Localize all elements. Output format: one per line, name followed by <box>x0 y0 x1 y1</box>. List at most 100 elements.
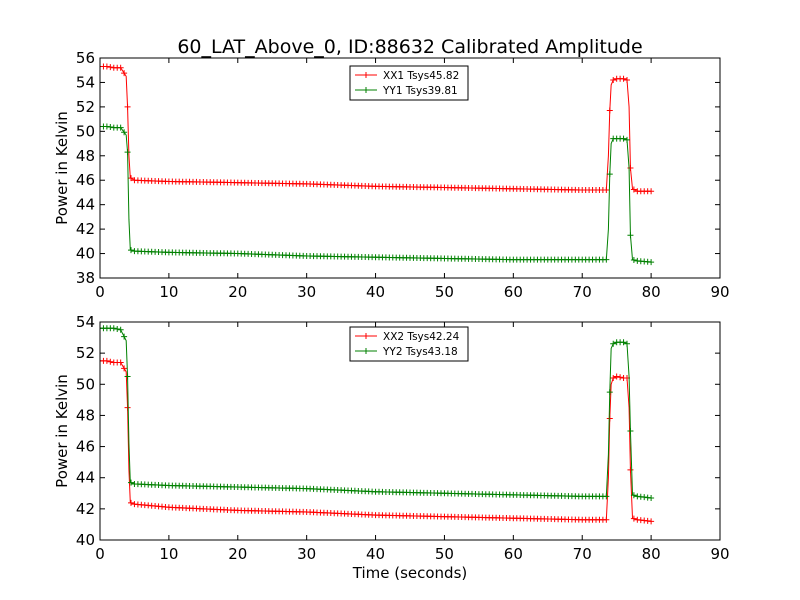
data-point <box>107 124 114 131</box>
legend-box <box>349 326 469 362</box>
data-point <box>620 135 627 142</box>
data-point <box>624 77 630 83</box>
x-tick-label: 60 <box>504 545 523 563</box>
legend-label: XX2 Tsys42.24 <box>383 331 460 343</box>
data-point <box>624 136 630 143</box>
legend-box <box>349 65 469 101</box>
data-point <box>648 259 655 266</box>
data-point <box>110 325 117 332</box>
figure-title: 60_LAT_Above_0, ID:88632 Calibrated Ampl… <box>177 36 642 58</box>
data-point <box>117 359 124 366</box>
x-axis-label: Time (seconds) <box>352 564 468 582</box>
x-tick-label: 20 <box>228 545 247 563</box>
data-point <box>603 187 610 193</box>
x-tick-label: 40 <box>366 545 385 563</box>
data-point <box>603 256 610 263</box>
plot-area <box>100 63 655 266</box>
data-point <box>103 357 110 364</box>
data-point <box>648 188 655 195</box>
axes-frame <box>99 57 721 279</box>
y-tick-label: 48 <box>76 147 95 165</box>
y-tick-label: 52 <box>76 344 95 362</box>
data-point <box>107 358 114 365</box>
data-point <box>103 123 110 130</box>
y-tick-label: 40 <box>76 531 95 549</box>
x-tick-label: 90 <box>710 545 729 563</box>
top-plot: 0 10 20 30 40 50 60 70 80 90 38 40 42 44 46 48 50 52 54 56 P… <box>53 49 730 301</box>
y-axis-label: Power in Kelvin <box>53 111 71 225</box>
data-point <box>606 107 613 114</box>
data-point <box>117 64 124 71</box>
x-tick-label: 70 <box>573 545 592 563</box>
x-tick-label: 40 <box>366 283 385 301</box>
x-tick-label: 80 <box>642 283 661 301</box>
y-tick-label: 40 <box>76 245 95 263</box>
legend-label: YY1 Tsys39.81 <box>382 85 458 97</box>
y-tick-label: 52 <box>76 98 95 116</box>
data-point <box>117 124 124 131</box>
x-tick-label: 70 <box>573 283 592 301</box>
x-tick-label: 30 <box>297 545 316 563</box>
axes-frame <box>99 321 721 541</box>
y-tick-label: 48 <box>76 406 95 424</box>
x-tick-label: 80 <box>642 545 661 563</box>
data-point <box>107 64 114 71</box>
x-tick-label: 10 <box>159 283 178 301</box>
x-tick-label: 20 <box>228 283 247 301</box>
x-tick-label: 0 <box>95 545 105 563</box>
data-point <box>630 257 637 264</box>
legend-marker <box>363 87 369 93</box>
x-tick-label: 60 <box>504 283 523 301</box>
x-tick-label: 30 <box>297 283 316 301</box>
series-markers-xx <box>100 357 655 525</box>
data-point <box>603 493 610 500</box>
y-tick-label: 50 <box>76 375 95 393</box>
legend-label: XX1 Tsys45.82 <box>383 70 459 82</box>
series-markers-yy <box>100 325 655 501</box>
y-tick-label: 38 <box>76 269 95 287</box>
data-point <box>121 129 128 136</box>
data-point <box>128 175 134 182</box>
data-point <box>103 63 110 70</box>
data-point <box>128 247 134 254</box>
data-point <box>627 165 634 171</box>
y-tick-label: 44 <box>76 196 95 214</box>
bottom-plot: 0 10 20 30 40 50 60 70 80 90 40 42 44 46 48 50 52 54 Power… <box>53 313 730 582</box>
data-point <box>128 499 134 506</box>
y-tick-label: 56 <box>76 49 95 67</box>
y-tick-label: 54 <box>76 73 95 91</box>
legend: XX1 Tsys45.82 YY1 Tsys39.81 <box>349 65 469 101</box>
legend: XX2 Tsys42.24 YY2 Tsys43.18 <box>349 326 469 362</box>
y-axis-label: Power in Kelvin <box>53 374 71 488</box>
data-point <box>630 515 637 522</box>
data-point <box>121 70 128 77</box>
data-point <box>610 77 617 83</box>
y-tick-label: 54 <box>76 313 95 331</box>
y-tick-label: 42 <box>76 220 95 238</box>
data-point <box>124 103 131 110</box>
series-markers-yy <box>100 123 655 266</box>
legend-marker <box>363 348 369 354</box>
x-tick-label: 50 <box>435 283 454 301</box>
data-point <box>613 373 620 380</box>
series-markers-xx <box>100 63 655 195</box>
data-point <box>630 186 637 193</box>
data-point <box>606 389 613 396</box>
data-point <box>606 171 613 178</box>
data-point <box>624 340 630 347</box>
data-point <box>648 494 655 501</box>
data-point <box>124 404 131 411</box>
legend-marker <box>363 333 369 339</box>
y-tick-label: 42 <box>76 500 95 518</box>
data-point <box>121 333 128 340</box>
data-point <box>627 466 634 473</box>
y-tick-label: 46 <box>76 438 95 456</box>
data-point <box>610 375 617 382</box>
data-point <box>603 516 610 523</box>
x-tick-label: 0 <box>95 283 105 301</box>
data-point <box>114 326 121 333</box>
y-tick-label: 50 <box>76 122 95 140</box>
plot-area <box>100 325 655 525</box>
data-point <box>606 415 613 422</box>
